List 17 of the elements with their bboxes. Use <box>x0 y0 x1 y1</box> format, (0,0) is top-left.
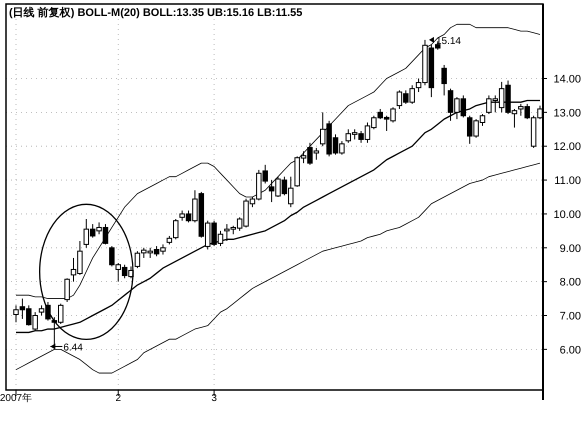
x-tick-label: 2 <box>115 393 122 404</box>
y-tick-label: 10.00 <box>553 208 581 221</box>
y-tick-label: 8.00 <box>560 276 581 289</box>
y-tick-label: 7.00 <box>560 310 581 323</box>
y-tick-label: 12.00 <box>553 141 581 154</box>
annotation: 6.44 <box>63 342 84 354</box>
y-tick-label: 9.00 <box>560 242 581 255</box>
x-tick-label: 2007年 <box>0 392 32 404</box>
annotation: 6.44 <box>50 334 83 354</box>
y-tick-label: 13.00 <box>553 107 581 120</box>
x-tick-label: 3 <box>211 393 218 404</box>
y-tick-label: 6.00 <box>560 344 581 356</box>
annotation: 15.14 <box>428 36 461 47</box>
y-tick-label: 14.00 <box>553 73 581 86</box>
chart-title: (日线 前复权) BOLL-M(20) BOLL:13.35 UB:15.16 LB:11.55 <box>9 6 302 19</box>
annotation: 15.14 <box>436 36 462 47</box>
y-tick-label: 11.00 <box>554 175 581 188</box>
